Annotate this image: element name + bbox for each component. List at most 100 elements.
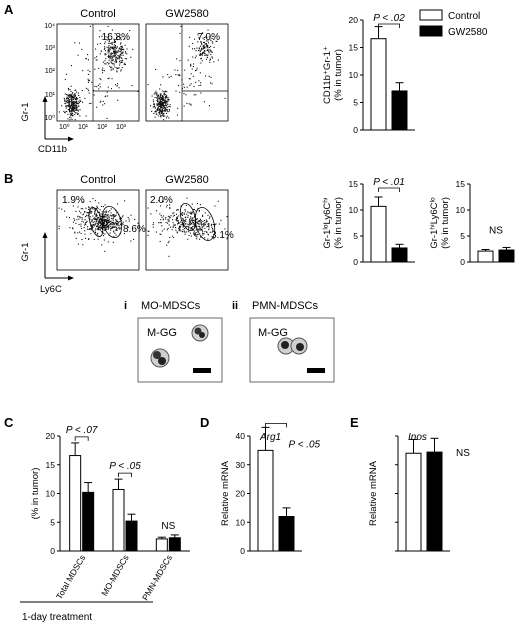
p-value-label: P < .05 (289, 439, 321, 450)
bar (477, 250, 494, 263)
facs-a-x-label: CD11b (38, 144, 67, 155)
bar (278, 516, 295, 552)
facs-a-gw2580: GW2580 7.0% (145, 8, 229, 122)
cell-numeral-ii: ii (232, 300, 238, 312)
facs-b-title-gw2580: GW2580 (165, 174, 208, 186)
y-tick-label: 15 (46, 460, 56, 470)
facs-a-title-gw2580: GW2580 (165, 8, 208, 20)
y-tick-label: 30 (236, 460, 246, 470)
bar (391, 247, 408, 263)
cell-image (150, 324, 209, 368)
bar (257, 449, 274, 552)
cell-numeral-i: i (124, 300, 127, 312)
gene-label: Arg1 (259, 432, 281, 443)
facs-a-y-label: Gr-1 (20, 103, 31, 122)
panel-letter-b: B (4, 171, 13, 186)
facs-b-gw2580: GW2580 2.0% 3.1% (145, 174, 234, 271)
chart-c: 0 5 10 15 20 (% in tumor) Total MDSCs P < .07 MO… (30, 425, 190, 602)
y-axis-label: Gr-1ʰⁱLy6Cˡᵒ (429, 197, 440, 249)
p-value-label: P < .01 (373, 177, 405, 188)
y-axis-label: (% in tumor) (30, 468, 41, 520)
gene-label: Inos (408, 432, 427, 443)
cell-title-i: MO-MDSCs (141, 300, 201, 312)
x-tick-label: PMN-MDSCs (140, 553, 174, 602)
y-axis-label: Relative mRNA (368, 460, 379, 526)
facs-b-y-label: Gr-1 (20, 243, 31, 262)
treatment-label: 1-day treatment (22, 612, 92, 623)
facs-b-percent-left-gw2580: 2.0% (150, 195, 173, 206)
significance-bracket (118, 472, 132, 478)
stain-label-ii: M-GG (258, 327, 288, 339)
panel-letter-c: C (4, 415, 14, 430)
chart-b2: 0 5 10 15 Gr-1ʰⁱLy6Cˡᵒ (% in tumor) NS (429, 179, 515, 267)
bar (168, 537, 181, 552)
panel-letter-e: E (350, 415, 359, 430)
bar (498, 249, 515, 263)
facs-dots (58, 25, 139, 121)
chart-a: 0 5 10 15 20 CD11b⁺Gr-1⁺ (% in tumor) P < .02 (322, 13, 415, 135)
legend-swatch-gw2580 (419, 25, 443, 37)
x-tick-label: Total MDSCs (54, 553, 87, 601)
facs-frame (56, 189, 140, 271)
y-tick-label: 10 (456, 205, 466, 215)
significance-bracket (74, 436, 89, 441)
gate-ellipse-left (179, 202, 197, 232)
bar (426, 451, 443, 552)
p-value-label: P < .07 (66, 425, 98, 436)
y-tick-label: 0 (353, 257, 358, 267)
y-tick-label: 0 (353, 125, 358, 135)
facs-frame (56, 23, 140, 122)
y-tick-label: 15 (349, 43, 359, 53)
y-axis-label: Relative mRNA (220, 460, 231, 526)
chart-b1: 0 5 10 15 Gr-1ˡᵒLy6Cʰⁱ (% in tumor) P < .01 (322, 177, 415, 267)
y-axis-label: CD11b⁺Gr-1⁺ (322, 46, 333, 104)
gate-ellipse-right (101, 205, 123, 239)
facs-a-title-control: Control (80, 8, 115, 20)
facs-frame (145, 189, 229, 271)
y-tick-label: 5 (353, 231, 358, 241)
cell-panel-ii: ii PMN-MDSCs M-GG (232, 300, 335, 383)
arrowhead (42, 232, 48, 238)
bar (391, 90, 408, 131)
significance-bracket (378, 23, 400, 28)
gate-ellipse-left (88, 207, 104, 237)
arrowhead (68, 275, 74, 281)
tick-label: 10³ (116, 124, 127, 131)
y-axis-label: (% in tumor) (333, 49, 344, 101)
chart-e: Relative mRNA Inos NS (368, 432, 470, 552)
y-axis-label: (% in tumor) (333, 197, 344, 249)
cell-panel-i: i MO-MDSCs M-GG (124, 300, 223, 383)
facs-dots (147, 25, 226, 121)
facs-b-control: Control 1.9% 8.6% (56, 174, 146, 271)
tick-label: 10¹ (45, 92, 56, 99)
tick-label: 10² (45, 68, 56, 75)
y-axis-label: Gr-1ˡᵒLy6Cʰⁱ (322, 197, 333, 249)
significance-bracket (378, 187, 400, 192)
legend-label-gw2580: GW2580 (448, 27, 488, 38)
bar (155, 538, 168, 552)
cell-title-ii: PMN-MDSCs (252, 300, 318, 312)
ns-label: NS (161, 521, 175, 532)
y-tick-label: 15 (456, 179, 466, 189)
tick-label: 10² (97, 124, 108, 131)
y-tick-label: 10 (349, 70, 359, 80)
ns-label: NS (456, 448, 470, 459)
y-tick-label: 20 (349, 15, 359, 25)
y-tick-label: 10 (46, 489, 56, 499)
y-tick-label: 5 (460, 231, 465, 241)
tick-label: 10⁰ (59, 123, 70, 131)
gate-ellipse-right (194, 207, 216, 241)
y-tick-label: 0 (460, 257, 465, 267)
significance-bracket (265, 422, 287, 428)
facs-frame (145, 23, 229, 122)
facs-a-ticks: 10⁰ 10¹ 10² 10³ 10⁴ 10⁰ 10¹ 10² 10³ (44, 23, 127, 131)
tick-label: 10¹ (78, 124, 89, 131)
y-tick-label: 10 (349, 205, 359, 215)
bar (370, 38, 387, 131)
facs-a-control: Control 16.8% (56, 8, 140, 122)
panel-letter-a: A (4, 2, 14, 17)
facs-b-x-label: Ly6C (40, 284, 62, 295)
tick-label: 10³ (45, 45, 56, 52)
facs-b-percent-right-gw2580: 3.1% (211, 230, 234, 241)
facs-b-title-control: Control (80, 174, 115, 186)
